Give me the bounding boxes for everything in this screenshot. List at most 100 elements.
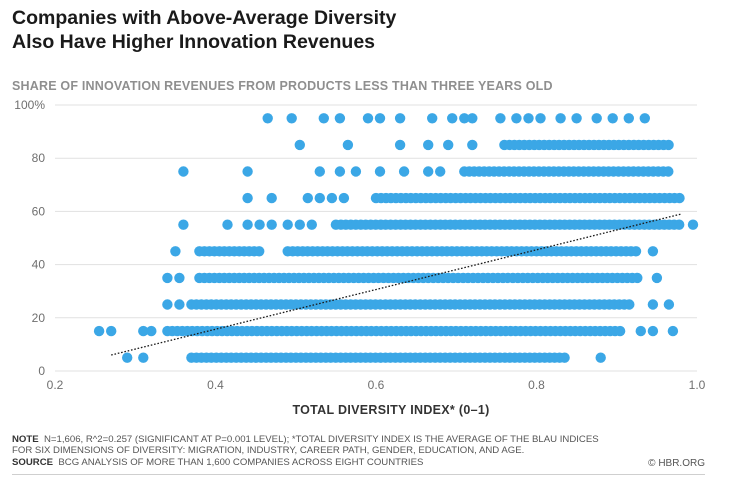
x-axis-tick-labels: 0.2 0.4 0.6 0.8 1.0 bbox=[47, 378, 706, 392]
data-point bbox=[663, 299, 675, 310]
data-point bbox=[635, 325, 646, 337]
data-point bbox=[639, 113, 650, 124]
data-point bbox=[242, 192, 253, 204]
data-point bbox=[394, 139, 406, 151]
x-tick-label: 0.2 bbox=[47, 378, 64, 392]
data-point bbox=[106, 325, 117, 337]
data-point bbox=[242, 219, 253, 230]
data-point bbox=[398, 166, 410, 177]
x-tick-label: 0.6 bbox=[368, 378, 385, 392]
y-tick-label: 20 bbox=[32, 311, 46, 325]
data-point bbox=[170, 246, 181, 257]
data-point bbox=[266, 192, 277, 204]
data-point bbox=[663, 139, 674, 151]
data-points bbox=[93, 113, 699, 363]
scatter-chart: 0 20 40 60 80 100% 0.2 0.4 0.6 0.8 1.0 TOTAL DIVE… bbox=[14, 98, 706, 417]
data-point bbox=[632, 272, 643, 284]
data-point bbox=[314, 166, 325, 177]
data-point bbox=[647, 246, 659, 257]
data-point bbox=[435, 166, 446, 177]
data-point bbox=[687, 219, 699, 230]
data-point bbox=[624, 299, 635, 310]
y-tick-label: 100% bbox=[14, 98, 45, 112]
data-point bbox=[254, 246, 265, 257]
data-point bbox=[318, 113, 329, 124]
data-point bbox=[674, 219, 685, 230]
data-point bbox=[174, 272, 185, 284]
data-point bbox=[262, 113, 273, 124]
data-point bbox=[334, 113, 346, 124]
data-point bbox=[535, 113, 546, 124]
y-tick-label: 60 bbox=[32, 204, 46, 218]
footer-divider bbox=[12, 474, 705, 475]
chart-title-line-2: Also Have Higher Innovation Revenues bbox=[12, 31, 376, 53]
data-point bbox=[294, 139, 305, 151]
data-point bbox=[222, 219, 233, 230]
data-point bbox=[282, 219, 293, 230]
data-point bbox=[374, 166, 386, 177]
data-point bbox=[93, 325, 105, 337]
data-point bbox=[162, 299, 173, 310]
note-label: NOTE bbox=[12, 434, 39, 445]
data-point bbox=[254, 219, 265, 230]
publisher-credit: © HBR.ORG bbox=[648, 458, 705, 469]
data-point bbox=[571, 113, 582, 124]
data-point bbox=[350, 166, 362, 177]
x-tick-label: 1.0 bbox=[689, 378, 706, 392]
data-point bbox=[342, 139, 354, 151]
data-point bbox=[630, 246, 642, 257]
data-point bbox=[286, 113, 297, 124]
data-point bbox=[178, 219, 189, 230]
chart-title-line-1: Companies with Above-Average Diversity bbox=[12, 7, 397, 29]
data-point bbox=[647, 325, 659, 337]
data-point bbox=[362, 113, 374, 124]
data-point bbox=[427, 113, 438, 124]
data-point bbox=[162, 272, 173, 284]
x-axis-label: TOTAL DIVERSITY INDEX* (0–1) bbox=[292, 403, 489, 417]
data-point bbox=[338, 192, 350, 204]
data-point bbox=[511, 113, 522, 124]
data-point bbox=[374, 113, 386, 124]
data-point bbox=[334, 166, 346, 177]
data-point bbox=[495, 113, 506, 124]
data-point bbox=[647, 299, 659, 310]
data-point bbox=[651, 272, 663, 284]
data-point bbox=[423, 166, 434, 177]
data-point bbox=[326, 192, 338, 204]
data-point bbox=[423, 139, 434, 151]
data-point bbox=[667, 325, 679, 337]
data-point bbox=[443, 139, 454, 151]
data-point bbox=[242, 166, 253, 177]
data-point bbox=[595, 352, 606, 363]
data-point bbox=[138, 325, 149, 337]
gridlines bbox=[55, 104, 697, 372]
source-text: BCG ANALYSIS OF MORE THAN 1,600 COMPANIE… bbox=[58, 457, 424, 468]
note-text: N=1,606, R^2=0.257 (SIGNIFICANT AT P=0.0… bbox=[12, 434, 599, 457]
x-tick-label: 0.8 bbox=[528, 378, 545, 392]
trend-line bbox=[111, 213, 682, 356]
data-point bbox=[174, 299, 185, 310]
data-point bbox=[555, 113, 566, 124]
data-point bbox=[447, 113, 458, 124]
y-tick-label: 0 bbox=[38, 364, 45, 378]
x-tick-label: 0.4 bbox=[207, 378, 224, 392]
data-point bbox=[674, 192, 685, 204]
data-point bbox=[306, 219, 317, 230]
data-point bbox=[122, 352, 133, 363]
chart-title: Companies with Above-Average Diversity A… bbox=[12, 6, 396, 54]
data-point bbox=[607, 113, 618, 124]
data-point bbox=[146, 325, 157, 337]
data-point bbox=[138, 352, 149, 363]
data-point bbox=[467, 113, 478, 124]
chart-source: SOURCE BCG ANALYSIS OF MORE THAN 1,600 C… bbox=[12, 457, 423, 468]
data-point bbox=[623, 113, 634, 124]
data-point bbox=[266, 219, 277, 230]
data-point bbox=[559, 352, 570, 363]
data-point bbox=[523, 113, 534, 124]
data-point bbox=[302, 192, 313, 204]
data-point bbox=[459, 113, 470, 124]
data-point bbox=[314, 192, 325, 204]
data-point bbox=[467, 139, 478, 151]
data-point bbox=[294, 219, 305, 230]
data-point bbox=[663, 166, 674, 177]
